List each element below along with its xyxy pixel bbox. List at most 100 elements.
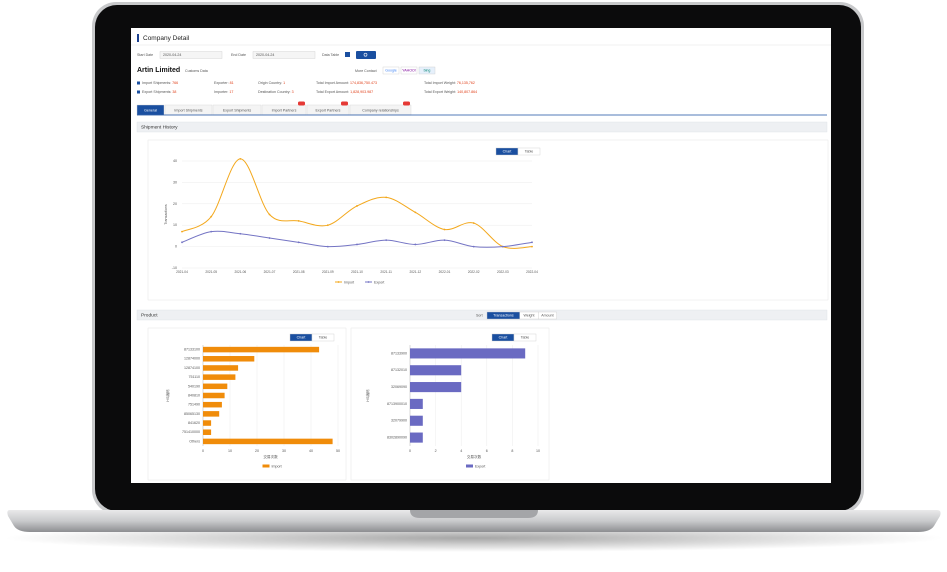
start-date: 2020-04-24 xyxy=(163,53,181,57)
data-point xyxy=(531,245,533,248)
search-engine-button[interactable] xyxy=(382,66,400,75)
y-tick-label: 751110 xyxy=(189,375,200,379)
bar xyxy=(203,392,225,399)
x-tick-label: 30 xyxy=(282,449,286,453)
toggle-label: Table xyxy=(521,336,530,340)
bar xyxy=(410,432,423,443)
x-tick-label: 2022-04 xyxy=(526,270,538,274)
x-tick-label: 2021-12 xyxy=(409,270,421,274)
stat-label: Exporter: xyxy=(214,81,229,85)
data-table-checkbox[interactable] xyxy=(345,52,350,57)
search-engine-button[interactable] xyxy=(400,66,418,75)
search-engines: Google YAHOO! bing xyxy=(382,66,436,75)
x-tick-label: 20 xyxy=(255,449,259,453)
start-date-label: Start Date xyxy=(137,53,153,57)
tab-badge xyxy=(341,101,348,106)
end-date-label: End Date xyxy=(231,53,246,57)
toggle-button[interactable] xyxy=(513,333,537,342)
y-tick-label: Others xyxy=(189,439,200,443)
tab-label: Export Shipments xyxy=(223,108,252,112)
tab-badge xyxy=(403,101,410,106)
sort-option[interactable] xyxy=(538,311,557,320)
laptop-base xyxy=(7,510,941,532)
stat-icon xyxy=(137,81,140,85)
tab-label: Import Partners xyxy=(272,108,297,112)
stat-value: 38 xyxy=(172,90,176,94)
data-point xyxy=(210,230,213,233)
base-notch xyxy=(410,510,538,518)
y-tick-label: 10 xyxy=(173,223,177,227)
y-tick-label: 8302890090 xyxy=(387,436,407,440)
x-tick-label: 50 xyxy=(336,449,340,453)
stat-value: 140,807.864 xyxy=(457,90,477,94)
y-tick-label: 8713900010 xyxy=(387,402,407,406)
legend-swatch xyxy=(367,281,370,283)
data-point xyxy=(297,241,300,244)
stat: Destination Country:3 xyxy=(258,90,294,94)
y-tick-label: 840810 xyxy=(188,393,200,397)
x-tick-label: 2021-05 xyxy=(205,270,217,274)
data-point xyxy=(414,243,417,246)
search-button[interactable] xyxy=(356,51,376,59)
sort-option-label: Transactions xyxy=(493,314,514,318)
data-point xyxy=(356,243,358,246)
data-point xyxy=(268,237,271,239)
bar xyxy=(203,365,239,371)
bar xyxy=(203,429,212,435)
x-tick-label: 2021-09 xyxy=(322,270,334,274)
bar xyxy=(203,383,228,390)
bar xyxy=(410,398,423,409)
x-tick-label: 40 xyxy=(309,449,313,453)
end-date: 2020-04-24 xyxy=(256,53,274,57)
stat-value: 17 xyxy=(229,90,233,94)
chart-panel xyxy=(147,139,829,301)
x-tick-label: 2022-03 xyxy=(497,270,509,274)
stat-label: Export Shipments: xyxy=(142,90,171,94)
toggle-label: Chart xyxy=(297,336,306,340)
toggle-label: Table xyxy=(525,150,534,154)
search-engine-button[interactable] xyxy=(418,66,436,75)
company-name: Artin Limited xyxy=(137,67,180,74)
stat-label: Total Import Weight: xyxy=(424,81,456,85)
x-tick-label: 2021-06 xyxy=(234,270,246,274)
tab-label: Export Partners xyxy=(316,108,341,112)
stat-label: Total Export Weight: xyxy=(424,90,456,94)
import-product-chart: Chart Table 0 10 20 30 40 50 交易次数 HS编码 87133100 128… xyxy=(165,333,340,468)
y-tick-label: 87132010 xyxy=(391,368,407,372)
customs-data-link[interactable]: Customs Data xyxy=(185,69,208,73)
end-date-input[interactable] xyxy=(252,51,316,59)
y-tick-label: 12874000 xyxy=(184,357,200,361)
y-tick-label: -10 xyxy=(172,266,177,270)
data-point xyxy=(239,232,242,235)
search-icon xyxy=(363,52,368,57)
bar xyxy=(203,401,222,408)
legend-label: Import xyxy=(344,280,354,284)
bar xyxy=(203,411,220,417)
legend-label: Export xyxy=(374,280,384,284)
legend-label: Export xyxy=(475,464,485,468)
shipment-chart: Chart Table -10 0 10 20 30 40 Transactions 2021-0… xyxy=(164,147,541,284)
y-tick-label: 751490 xyxy=(188,403,200,407)
x-tick-label: 0 xyxy=(202,449,204,453)
x-tick-label: 2021-04 xyxy=(176,270,188,274)
start-date-input[interactable] xyxy=(159,51,223,59)
data-point xyxy=(210,215,213,218)
y-tick-label: 12874100 xyxy=(184,366,200,370)
y-tick-label: 32079900 xyxy=(391,419,407,423)
toggle-button[interactable] xyxy=(311,333,335,342)
legend-swatch xyxy=(466,464,473,468)
toggle-label: Chart xyxy=(499,336,508,340)
bar xyxy=(410,348,526,359)
toggle-label: Table xyxy=(319,336,328,340)
bar xyxy=(203,356,255,362)
toggle-button[interactable] xyxy=(517,147,541,156)
y-tick-label: 40 xyxy=(173,159,177,163)
stat-label: Total Import Amount: xyxy=(316,81,349,85)
data-point xyxy=(297,220,300,222)
stat-label: Origin Country: xyxy=(258,81,282,85)
search-engine-label: YAHOO! xyxy=(402,69,416,73)
stat-value: 1 xyxy=(283,81,285,85)
stat: Export Shipments:38 xyxy=(142,90,176,94)
y-tick-label: 87133900 xyxy=(391,351,407,355)
bar xyxy=(410,415,423,426)
